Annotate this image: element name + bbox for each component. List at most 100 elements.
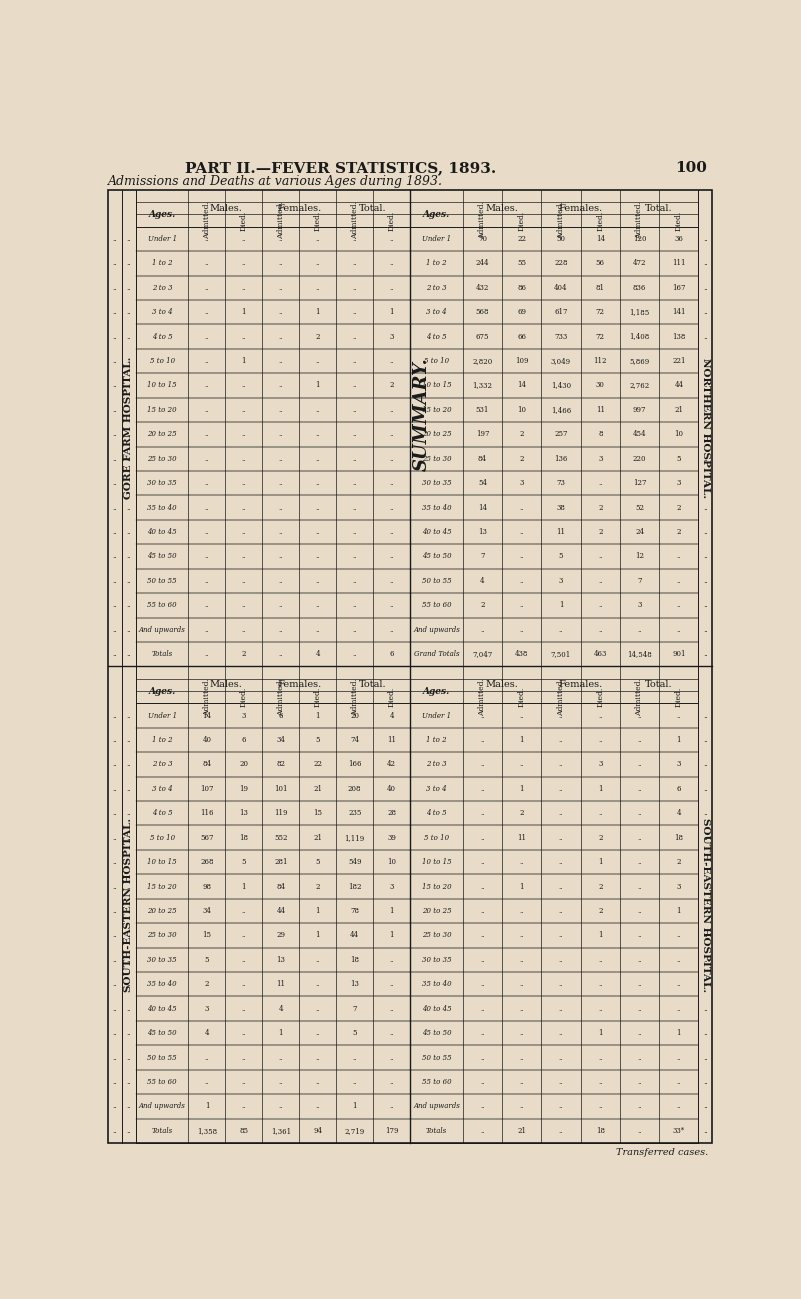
Text: 3 to 4: 3 to 4 [426,785,447,792]
Text: ..: .. [703,577,708,585]
Text: ..: .. [638,1004,642,1013]
Text: 52: 52 [635,504,644,512]
Text: ..: .. [352,430,357,438]
Text: 30: 30 [596,382,605,390]
Text: 35 to 40: 35 to 40 [421,504,451,512]
Text: ..: .. [520,712,524,720]
Text: 24: 24 [635,529,644,536]
Text: 55 to 60: 55 to 60 [421,601,451,609]
Text: 72: 72 [596,333,605,340]
Text: 7: 7 [638,577,642,585]
Text: 19: 19 [239,785,248,792]
Text: 11: 11 [517,834,526,842]
Text: 3 to 4: 3 to 4 [152,308,172,316]
Text: 5: 5 [316,737,320,744]
Text: 5: 5 [316,859,320,866]
Text: 38: 38 [557,504,566,512]
Text: 45 to 50: 45 to 50 [421,552,451,560]
Text: ..: .. [389,1103,394,1111]
Text: 35 to 40: 35 to 40 [147,981,177,989]
Text: ..: .. [279,235,283,243]
Text: 5,869: 5,869 [630,357,650,365]
Text: ..: .. [112,981,117,989]
Text: 55 to 60: 55 to 60 [147,1078,177,1086]
Text: 12: 12 [635,552,644,560]
Text: ..: .. [279,1078,283,1086]
Text: ..: .. [638,785,642,792]
Text: 2: 2 [316,882,320,891]
Text: 11: 11 [387,737,396,744]
Text: ..: .. [112,1126,117,1135]
Text: ..: .. [677,577,681,585]
Text: Admitted.: Admitted. [351,201,359,239]
Text: 10 to 15: 10 to 15 [147,382,177,390]
Text: ..: .. [316,1078,320,1086]
Text: ..: .. [703,809,708,817]
Text: ..: .. [242,235,246,243]
Text: 675: 675 [476,333,489,340]
Text: ..: .. [112,455,117,462]
Text: ..: .. [703,308,708,316]
Text: ..: .. [127,382,131,390]
Text: ..: .. [112,712,117,720]
Text: 20 to 25: 20 to 25 [147,907,177,914]
Text: ..: .. [598,552,602,560]
Text: ..: .. [205,283,209,292]
Text: Admitted.: Admitted. [203,201,211,239]
Text: 4: 4 [389,712,394,720]
Text: And upwards: And upwards [413,1103,460,1111]
Text: ..: .. [127,308,131,316]
Text: ..: .. [559,1103,563,1111]
Text: Ages.: Ages. [148,210,175,220]
Text: 6: 6 [279,712,283,720]
Text: NORTHERN HOSPITAL.: NORTHERN HOSPITAL. [701,359,710,498]
Text: ..: .. [127,1126,131,1135]
Text: ..: .. [112,601,117,609]
Text: Admitted.: Admitted. [478,678,486,716]
Text: 20 to 25: 20 to 25 [421,430,451,438]
Text: ..: .. [127,333,131,340]
Text: ..: .. [127,785,131,792]
Text: ..: .. [481,1053,485,1061]
Text: 5: 5 [205,956,209,964]
Text: 4 to 5: 4 to 5 [152,333,172,340]
Text: ..: .. [352,283,357,292]
Text: 141: 141 [672,308,686,316]
Text: ..: .. [316,430,320,438]
Text: 81: 81 [596,283,605,292]
Text: 11: 11 [557,529,566,536]
Text: ..: .. [112,737,117,744]
Text: ..: .. [279,529,283,536]
Text: 25 to 30: 25 to 30 [421,931,451,939]
Text: ..: .. [481,785,485,792]
Text: ..: .. [559,809,563,817]
Text: 5: 5 [677,455,681,462]
Text: ..: .. [112,577,117,585]
Text: ..: .. [703,479,708,487]
Text: ..: .. [703,931,708,939]
Text: Total.: Total. [360,204,387,213]
Text: 14,548: 14,548 [627,651,652,659]
Text: 472: 472 [633,260,646,268]
Text: ..: .. [638,931,642,939]
Text: ..: .. [112,760,117,769]
Text: ..: .. [703,1029,708,1037]
Text: 2: 2 [520,430,524,438]
Text: ..: .. [389,956,394,964]
Text: ..: .. [559,859,563,866]
Text: ..: .. [127,1004,131,1013]
Text: 836: 836 [633,283,646,292]
Text: 3: 3 [559,577,563,585]
Text: 10 to 15: 10 to 15 [147,859,177,866]
Text: 438: 438 [515,651,529,659]
Text: ..: .. [481,1029,485,1037]
Text: ..: .. [389,1053,394,1061]
Text: 29: 29 [276,931,285,939]
Text: ..: .. [205,260,209,268]
Text: ..: .. [559,956,563,964]
Text: ..: .. [205,308,209,316]
Text: 5: 5 [242,859,246,866]
Text: ..: .. [598,626,602,634]
Text: ..: .. [279,430,283,438]
Text: 50: 50 [557,235,566,243]
